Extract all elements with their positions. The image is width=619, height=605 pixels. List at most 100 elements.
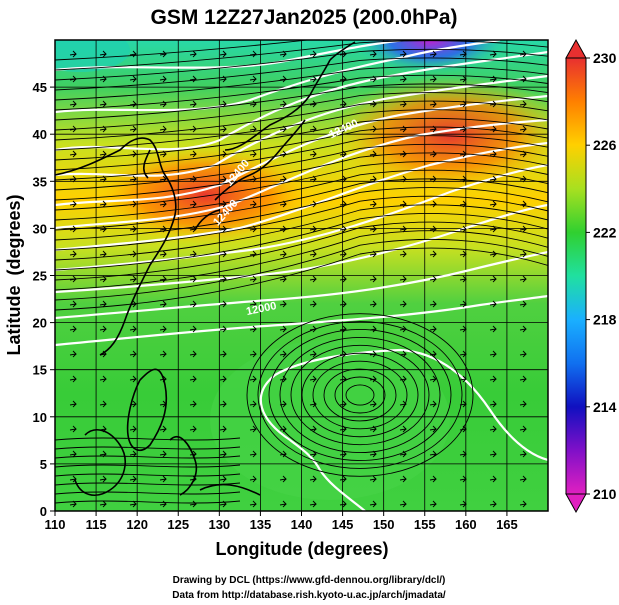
wind-arrow-286 <box>429 400 437 408</box>
wind-arrow-244 <box>369 300 377 308</box>
streamline-18 <box>55 187 548 241</box>
wind-arrow-171 <box>249 375 257 383</box>
wind-arrow-89 <box>129 225 137 233</box>
wind-arrow-185 <box>279 250 287 258</box>
wind-arrow-94 <box>129 350 137 358</box>
wind-arrow-46 <box>69 100 77 108</box>
wind-arrow-320 <box>489 300 497 308</box>
wind-arrow-166 <box>249 250 257 258</box>
wind-arrow-163 <box>249 175 257 183</box>
colorbar-body <box>565 57 587 495</box>
wind-arrow-317 <box>489 225 497 233</box>
x-tick-label-4: 130 <box>208 517 230 532</box>
wind-arrow-267 <box>399 400 407 408</box>
wind-arrow-230 <box>339 425 347 433</box>
wind-arrow-347 <box>519 500 527 508</box>
wind-arrow-63 <box>99 50 107 58</box>
wind-arrow-211 <box>309 425 317 433</box>
wind-arrow-158 <box>249 50 257 58</box>
wind-arrow-92 <box>129 300 137 308</box>
coastline-1 <box>224 59 331 151</box>
wind-arrow-99 <box>129 475 137 483</box>
wind-arrow-93 <box>129 325 137 333</box>
wind-arrow-103 <box>159 100 167 108</box>
height-contour-8 <box>55 203 548 294</box>
wind-arrow-68 <box>99 175 107 183</box>
x-axis-ticks: 110 115 120 125 130 135 140 145 150 155 160 165 <box>45 511 518 532</box>
wind-arrow-232 <box>339 475 347 483</box>
streamline-30 <box>301 352 419 438</box>
wind-arrow-314 <box>489 150 497 158</box>
wind-arrow-55 <box>69 325 77 333</box>
wind-arrow-124 <box>189 150 197 158</box>
wind-arrow-315 <box>489 175 497 183</box>
wind-arrow-69 <box>99 200 107 208</box>
wind-arrow-85 <box>129 125 137 133</box>
streamline-19 <box>55 195 548 251</box>
wind-arrow-295 <box>459 150 467 158</box>
wind-arrow-191 <box>279 400 287 408</box>
y-tick-label-2: 10 <box>33 410 47 425</box>
wind-arrow-237 <box>369 125 377 133</box>
wind-arrow-240 <box>369 200 377 208</box>
coastline-9 <box>329 41 356 61</box>
streamline-5 <box>55 74 548 111</box>
wind-arrow-222 <box>339 225 347 233</box>
y-axis-ticks: 0 5 10 15 20 25 30 35 40 45 <box>33 80 55 519</box>
wind-arrow-195 <box>279 500 287 508</box>
wind-arrow-260 <box>399 225 407 233</box>
wind-arrow-262 <box>399 275 407 283</box>
wind-arrow-333 <box>519 150 527 158</box>
wind-arrow-242 <box>369 250 377 258</box>
wind-arrow-110 <box>159 275 167 283</box>
wind-arrow-52 <box>69 250 77 258</box>
wind-arrow-67 <box>99 150 107 158</box>
wind-arrow-184 <box>279 225 287 233</box>
wind-arrow-174 <box>249 450 257 458</box>
streamline-40 <box>55 473 241 477</box>
wind-arrow-341 <box>519 350 527 358</box>
wind-arrow-106 <box>159 175 167 183</box>
wind-arrow-241 <box>369 225 377 233</box>
wind-arrow-104 <box>159 125 167 133</box>
wind-arrow-164 <box>249 200 257 208</box>
streamline-10 <box>55 117 548 161</box>
wind-arrow-233 <box>339 500 347 508</box>
streamline-42 <box>55 491 241 495</box>
wind-arrow-100 <box>129 500 137 508</box>
wind-arrow-303 <box>459 350 467 358</box>
wind-arrow-225 <box>339 300 347 308</box>
wind-arrow-76 <box>99 375 107 383</box>
streamline-38 <box>55 455 241 459</box>
wind-arrow-269 <box>399 450 407 458</box>
streamline-22 <box>55 221 548 281</box>
wind-arrow-298 <box>459 225 467 233</box>
wind-arrow-283 <box>429 325 437 333</box>
wind-arrow-246 <box>369 350 377 358</box>
x-tick-label-0: 110 <box>45 517 66 532</box>
wind-arrow-151 <box>219 350 227 358</box>
wind-arrow-181 <box>279 150 287 158</box>
wind-arrow-289 <box>429 475 437 483</box>
wind-arrow-316 <box>489 200 497 208</box>
wind-arrow-337 <box>519 250 527 258</box>
wind-arrow-220 <box>339 175 347 183</box>
wind-arrow-313 <box>489 125 497 133</box>
wind-arrow-309 <box>459 500 467 508</box>
wind-arrow-250 <box>369 450 377 458</box>
wind-arrow-44 <box>69 50 77 58</box>
wind-arrow-121 <box>189 75 197 83</box>
wind-arrow-228 <box>339 375 347 383</box>
streamline-7 <box>55 91 548 131</box>
x-tick-label-8: 150 <box>373 517 395 532</box>
wind-arrow-139 <box>219 50 227 58</box>
y-tick-label-7: 35 <box>33 174 47 189</box>
wind-arrow-221 <box>339 200 347 208</box>
streamline-26 <box>345 384 375 406</box>
coastline-0 <box>55 137 177 356</box>
x-tick-label-3: 125 <box>167 517 189 532</box>
wind-arrow-268 <box>399 425 407 433</box>
wind-arrow-332 <box>519 125 527 133</box>
streamline-43 <box>55 500 241 504</box>
wind-arrow-153 <box>219 400 227 408</box>
